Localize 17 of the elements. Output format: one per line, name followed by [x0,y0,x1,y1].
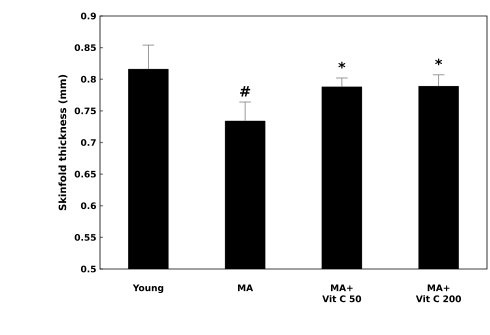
y-tick-label: 0.85 [74,44,96,52]
y-tick-label: 0.6 [80,202,96,210]
annotation: * [435,58,442,66]
x-tick-label: MA [238,284,254,292]
annotation: # [240,86,250,96]
y-tick-label: 0.55 [74,234,96,241]
y-tick-label: 0.7 [80,139,96,146]
annotation: * [338,62,346,68]
y-axis-title: Skinfold thickness (mm) [58,74,68,210]
x-tick-label: MA+ Vit C 50 [322,284,362,302]
y-tick-label: 0.9 [80,12,96,20]
x-tick-label: MA+ Vit C 200 [416,284,461,302]
x-tick-label: Young [132,284,164,294]
y-tick-label: 0.65 [74,170,96,178]
y-tick-label: 0.8 [80,76,96,83]
y-tick-label: 0.5 [80,266,96,272]
y-tick-label: 0.75 [74,107,96,114]
